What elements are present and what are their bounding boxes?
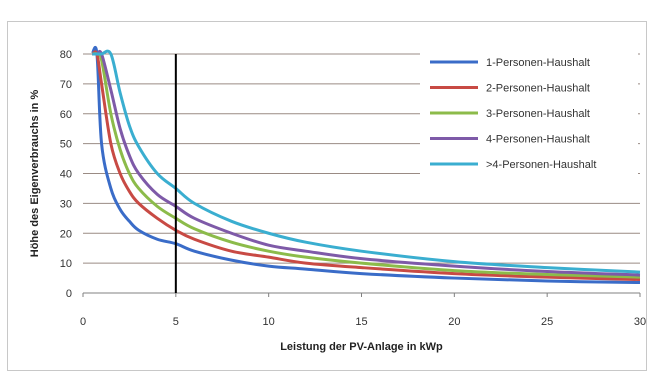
y-tick-label: 10 <box>60 258 72 270</box>
x-tick-label: 25 <box>541 316 553 328</box>
legend-label: 3-Personen-Haushalt <box>486 108 590 120</box>
x-axis-ticks: 0 5 10 15 20 25 30 <box>80 293 646 328</box>
y-tick-label: 40 <box>60 169 72 181</box>
legend-label: 2-Personen-Haushalt <box>486 83 590 95</box>
x-tick-label: 0 <box>80 316 86 328</box>
x-axis-title: Leistung der PV-Anlage in kWp <box>280 341 443 353</box>
y-tick-label: 70 <box>60 79 72 91</box>
series-line-2 <box>91 50 641 282</box>
y-tick-label: 0 <box>66 288 72 300</box>
series-line-1 <box>90 45 641 285</box>
series-line-4 <box>92 49 641 277</box>
series-line-5 <box>92 49 641 274</box>
y-axis-title: Höhe des Eigenverbrauchs in % <box>29 90 41 258</box>
legend-label: >4-Personen-Haushalt <box>486 159 596 171</box>
x-tick-label: 30 <box>634 316 646 328</box>
y-tick-label: 80 <box>60 49 72 61</box>
legend: 1-Personen-Haushalt 2-Personen-Haushalt 3-… <box>420 52 638 182</box>
y-tick-label: 30 <box>60 198 72 210</box>
y-tick-label: 60 <box>60 109 72 121</box>
x-tick-label: 15 <box>355 316 367 328</box>
x-tick-label: 5 <box>173 316 179 328</box>
legend-label: 4-Personen-Haushalt <box>486 134 590 146</box>
y-tick-label: 20 <box>60 228 72 240</box>
y-axis-ticks: 0 10 20 30 40 50 60 70 80 <box>60 49 72 300</box>
x-tick-label: 10 <box>263 316 275 328</box>
series-line-3 <box>92 52 641 279</box>
x-tick-label: 20 <box>448 316 460 328</box>
y-tick-label: 50 <box>60 139 72 151</box>
legend-box <box>420 52 638 182</box>
series-lines <box>90 45 641 285</box>
legend-label: 1-Personen-Haushalt <box>486 57 590 69</box>
